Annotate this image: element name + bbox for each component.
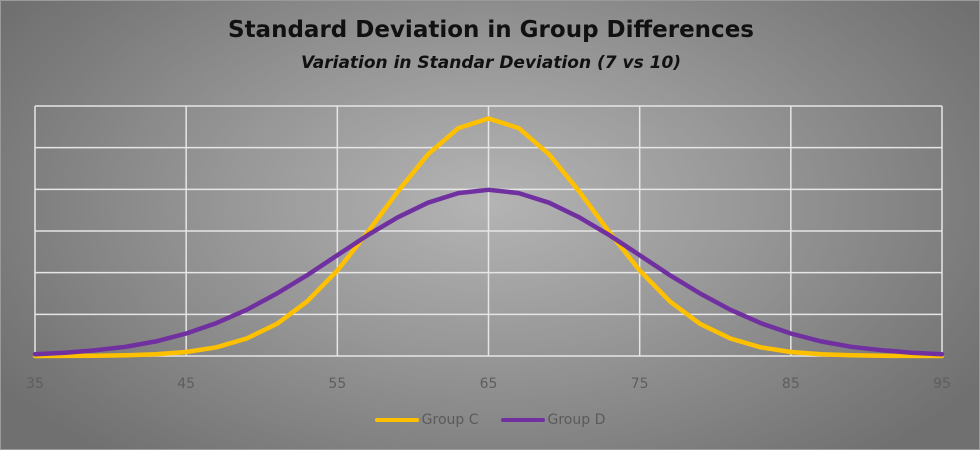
x-tick-label: 45	[177, 376, 195, 392]
chart-subtitle: Variation in Standar Deviation (7 vs 10)	[300, 53, 682, 73]
chart-title: Standard Deviation in Group Differences	[228, 17, 754, 43]
legend-label-group-c: Group C	[421, 412, 479, 428]
x-tick-label: 85	[782, 376, 800, 392]
x-tick-label: 55	[328, 376, 346, 392]
series-line-group-c	[32, 116, 945, 359]
legend-item-group-c: Group C	[374, 412, 479, 428]
legend-swatch-group-c	[374, 418, 419, 422]
legend-swatch-group-d	[500, 418, 545, 422]
legend: Group C Group D	[0, 412, 980, 428]
series-line-group-d	[32, 187, 945, 357]
x-tick-label: 65	[480, 376, 498, 392]
x-tick-label: 75	[631, 376, 649, 392]
x-tick-label: 35	[26, 376, 44, 392]
x-tick-label: 95	[933, 376, 951, 392]
legend-label-group-d: Group D	[547, 412, 606, 428]
legend-item-group-d: Group D	[500, 412, 606, 428]
